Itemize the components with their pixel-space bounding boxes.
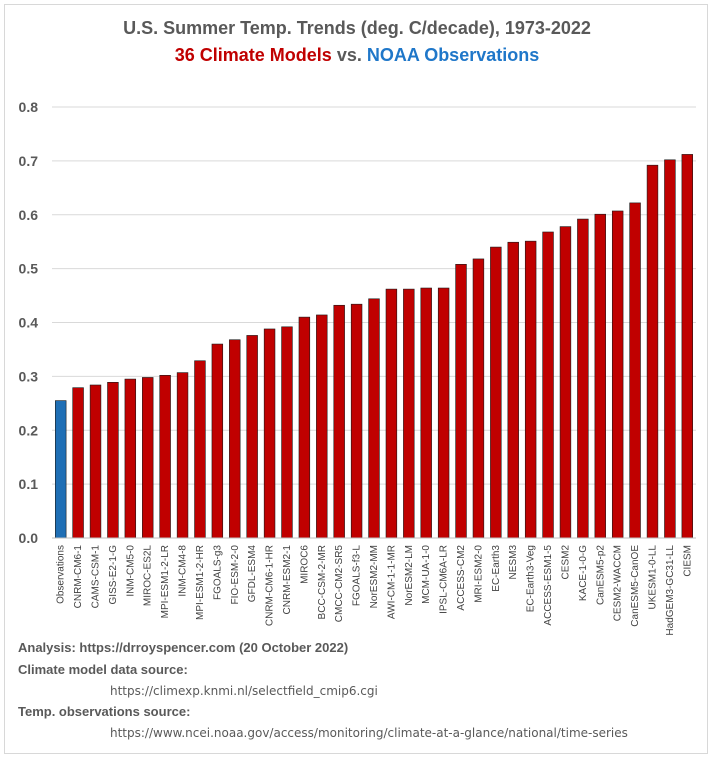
x-tick-label: GFDL-ESM4 (247, 545, 258, 603)
x-tick-label: ACCESS-ESM1-5 (543, 545, 554, 626)
x-tick-label: KACE-1-0-G (578, 545, 589, 601)
model-bar (263, 328, 276, 539)
obs-source-label: Temp. observations source: (18, 704, 191, 719)
model-bar (107, 382, 119, 539)
model-bar (611, 210, 624, 539)
y-tick-label: 0.0 (19, 530, 39, 546)
model-bar (577, 218, 589, 539)
model-bar (646, 164, 659, 539)
model-bar (385, 288, 398, 539)
model-source-url: https://climexp.knmi.nl/selectfield_cmip… (110, 684, 378, 698)
x-tick-label: FGOALS-g3 (212, 545, 223, 600)
model-bar (542, 231, 554, 539)
x-tick-label: NESM3 (508, 545, 519, 580)
model-bar (281, 326, 293, 539)
x-tick-label: CMCC-CM2-SR5 (334, 545, 345, 623)
model-bar (176, 372, 189, 539)
y-tick-label: 0.1 (19, 476, 39, 492)
model-bar (333, 304, 345, 539)
y-tick-label: 0.6 (19, 207, 39, 223)
x-tick-label: FGOALS-f3-L (352, 545, 363, 607)
subtitle-models: 36 Climate Models (174, 45, 332, 65)
obs-source-url: https://www.ncei.noaa.gov/access/monitor… (110, 726, 628, 740)
x-tick-label: CAMS-CSM-1 (91, 545, 102, 609)
x-tick-label: CNRM-ESM2-1 (282, 545, 293, 615)
chart-title: U.S. Summer Temp. Trends (deg. C/decade)… (123, 18, 591, 38)
model-bar (629, 202, 641, 539)
x-tick-label: CESM2 (560, 545, 571, 580)
x-tick-label: EC-Earth3 (491, 545, 502, 592)
x-tick-label: NorESM2-LM (404, 545, 415, 606)
model-bar (420, 287, 432, 539)
bar-chart: 0.0 0.1 0.2 0.3 0.4 0.5 0.6 0.7 0.8 Observations… (19, 99, 696, 636)
chart-subtitle: 36 Climate Models vs. NOAA Observations (0, 45, 714, 66)
model-bar (298, 316, 311, 539)
x-tick-label: ACCESS-CM2 (456, 545, 467, 611)
model-bar (89, 384, 102, 539)
x-tick-label: HadGEM3-GC31-LL (665, 545, 676, 636)
model-bar (507, 241, 519, 539)
x-tick-label: AWI-CM-1-1-MR (386, 545, 397, 619)
model-bar (559, 226, 572, 539)
model-bar (246, 335, 258, 539)
model-bar (664, 159, 676, 539)
x-tick-label: GISS-E2-1-G (108, 545, 119, 605)
x-tick-label: INM-CM5-0 (125, 545, 136, 597)
figure-frame (4, 4, 708, 754)
analysis-note: Analysis: https://drroyspencer.com (20 O… (18, 640, 349, 655)
x-tick-label: MPI-ESM1-2-HR (195, 545, 206, 620)
model-bar (350, 303, 363, 539)
x-tick-label: EC-Earth3-Veg (526, 545, 537, 612)
subtitle-vs: vs. (331, 45, 367, 65)
y-tick-label: 0.4 (19, 315, 39, 331)
model-bar (211, 343, 224, 539)
x-tick-label: Observations (56, 545, 67, 604)
y-tick-label: 0.8 (19, 99, 39, 115)
x-tick-label: IPSL-CM6A-LR (439, 545, 450, 614)
model-source-label: Climate model data source: (18, 662, 188, 677)
model-bar (316, 314, 328, 539)
model-bar (142, 377, 154, 539)
x-tick-label: CIESM (682, 545, 693, 577)
observations-bar (55, 400, 67, 539)
model-bar (681, 154, 693, 539)
model-bar (455, 264, 467, 539)
y-axis: 0.0 0.1 0.2 0.3 0.4 0.5 0.6 0.7 0.8 (19, 99, 39, 546)
y-tick-label: 0.3 (19, 368, 39, 384)
model-bar (403, 288, 415, 539)
x-tick-label: MRI-ESM2-0 (473, 545, 484, 603)
x-tick-label: FIO-ESM-2-0 (230, 545, 241, 605)
x-tick-label: CNRM-CM6-1 (73, 545, 84, 609)
model-bar (229, 339, 241, 539)
y-tick-label: 0.7 (19, 153, 39, 169)
model-bar (594, 213, 606, 539)
x-tick-label: MCM-UA-1-0 (421, 545, 432, 604)
model-bar (524, 240, 537, 539)
x-tick-label: INM-CM4-8 (178, 545, 189, 597)
model-bar (194, 360, 206, 539)
bars (55, 154, 693, 539)
model-bar (159, 374, 171, 539)
x-tick-label: MPI-ESM1-2-LR (160, 545, 171, 618)
x-tick-label: CanESM5-p2 (595, 545, 606, 605)
model-bar (124, 378, 137, 539)
x-tick-label: CESM2-WACCM (613, 545, 624, 621)
model-bar (490, 246, 502, 539)
y-tick-label: 0.2 (19, 422, 39, 438)
y-tick-label: 0.5 (19, 261, 39, 277)
x-tick-label: MIROC-ES2L (143, 545, 154, 607)
model-bar (72, 387, 84, 539)
subtitle-observations: NOAA Observations (366, 45, 540, 65)
model-bar (472, 258, 485, 539)
x-tick-label: BCC-CSM-2-MR (317, 545, 328, 619)
x-tick-label: MIROC6 (299, 545, 310, 584)
x-tick-label: CNRM-CM6-1-HR (265, 545, 276, 626)
x-tick-label: UKESM1-0-LL (647, 545, 658, 610)
x-tick-label: CanESM5-CanOE (630, 545, 641, 627)
model-bar (437, 287, 450, 539)
x-axis: Observations CNRM-CM6-1 CAMS-CSM-1 GISS-E2-… (52, 537, 696, 636)
model-bar (368, 298, 380, 539)
x-tick-label: NorESM2-MM (369, 545, 380, 608)
